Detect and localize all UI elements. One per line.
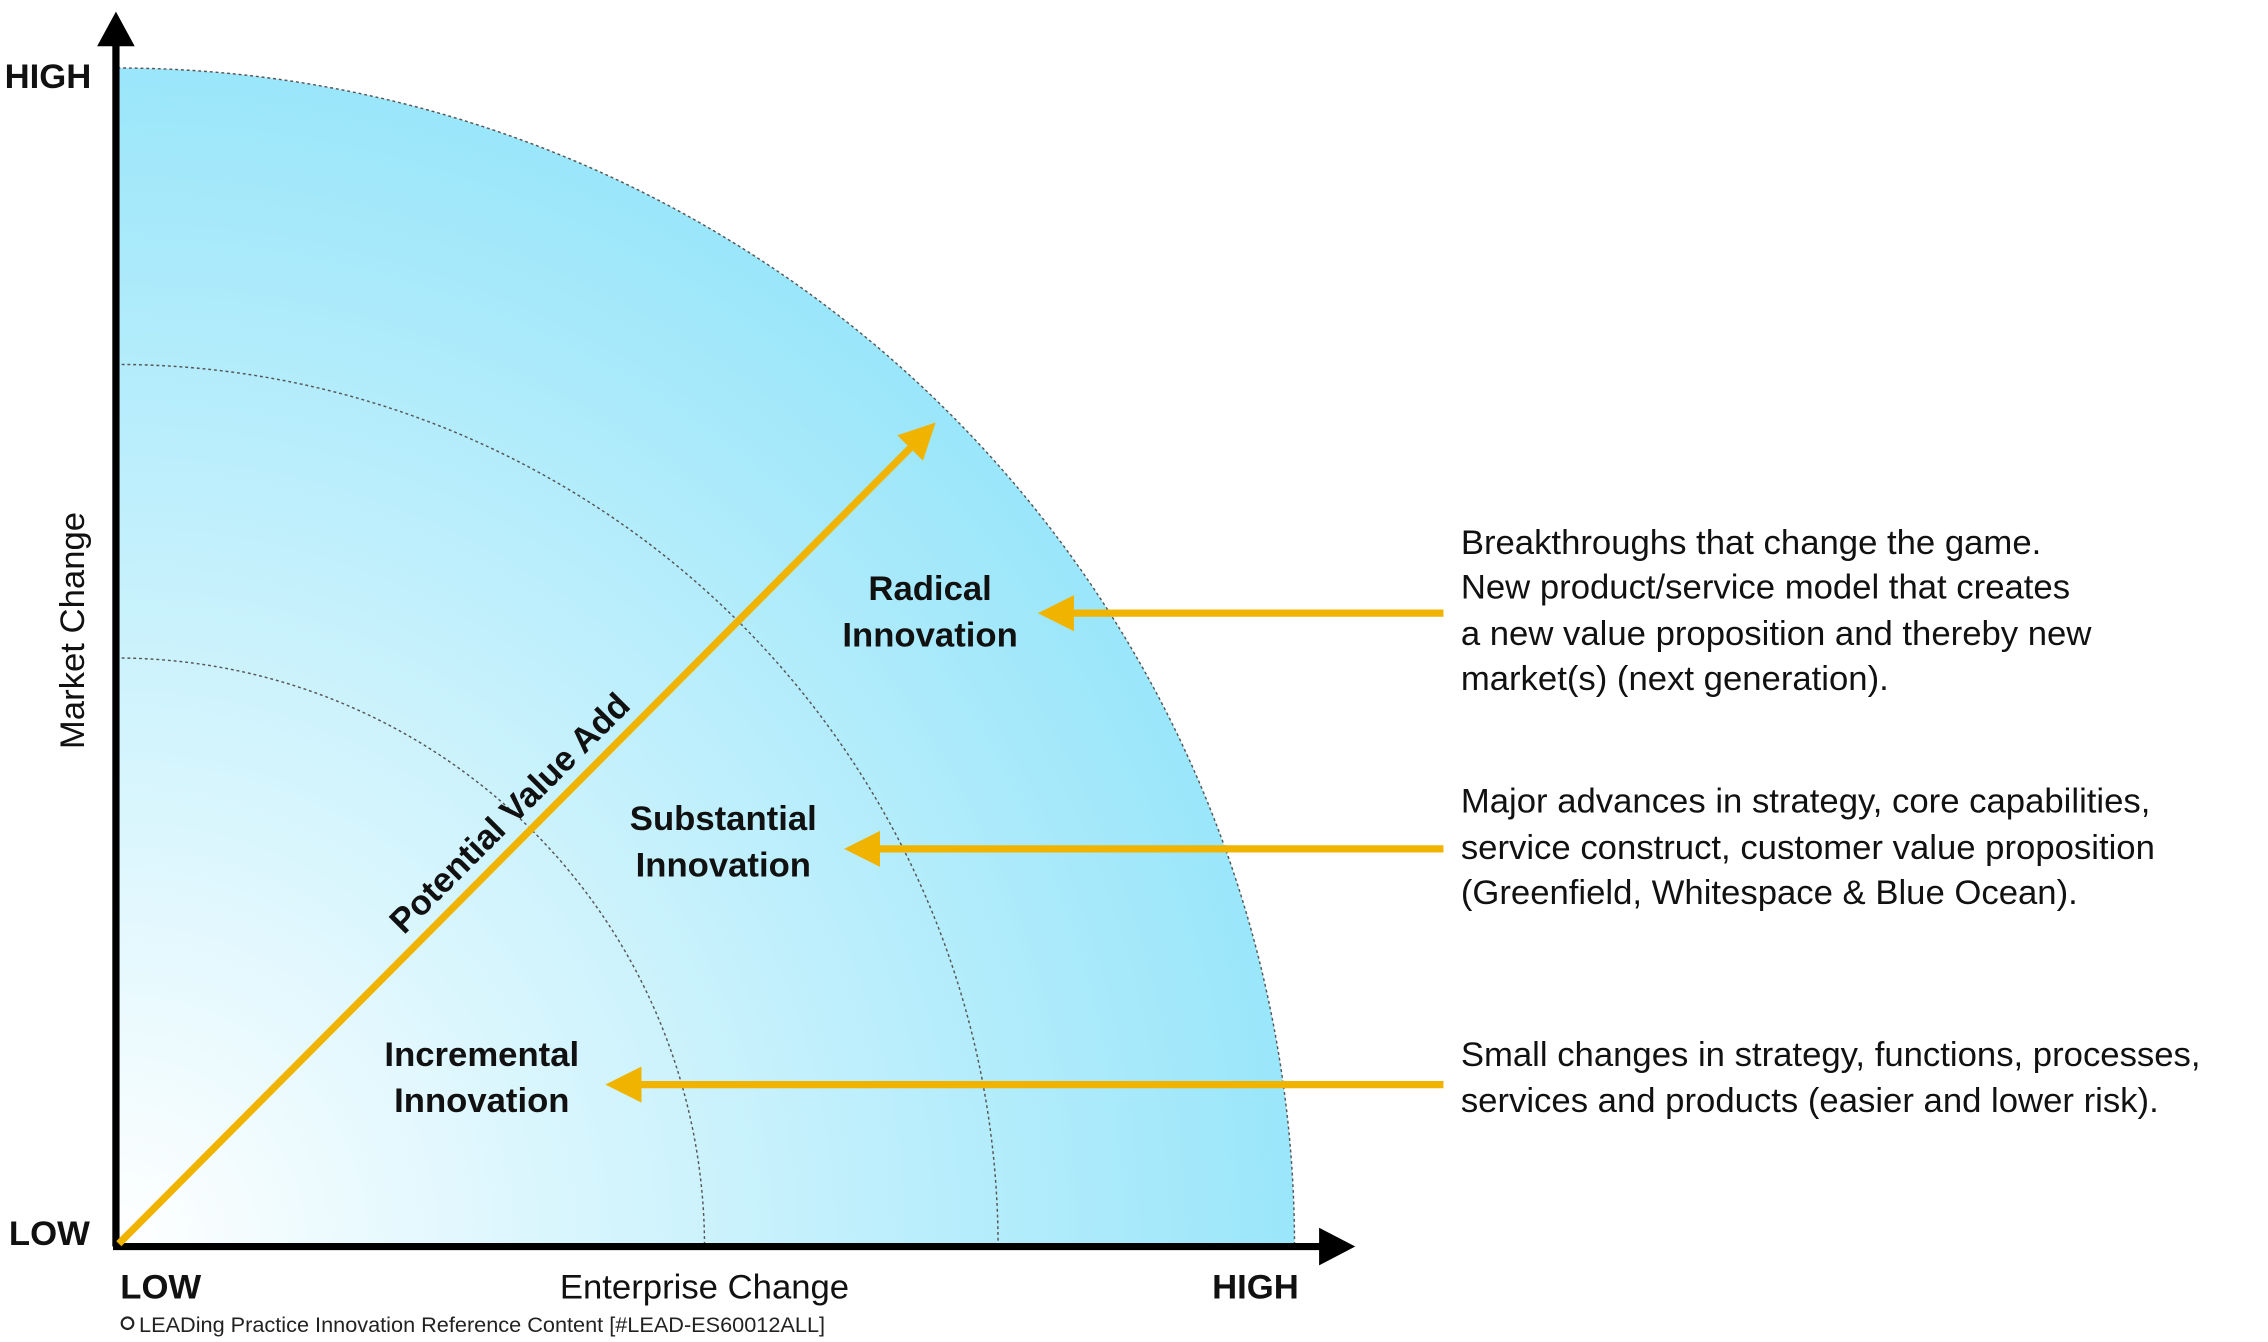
description: Small changes in strategy, functions, pr… (1461, 1036, 2201, 1074)
zone-label: Radical (868, 570, 991, 608)
y-axis-label: Market Change (54, 512, 92, 749)
description: Breakthroughs that change the game. (1461, 524, 2041, 562)
description: (Greenfield, Whitespace & Blue Ocean). (1461, 874, 2078, 912)
x-axis-arrow (1319, 1227, 1356, 1266)
y-axis-arrow (97, 11, 135, 47)
x-low: LOW (120, 1269, 201, 1307)
footer: LEADing Practice Innovation Reference Co… (139, 1312, 825, 1337)
zone-label: Incremental (384, 1036, 579, 1074)
description: market(s) (next generation). (1461, 660, 1889, 698)
y-low: LOW (9, 1215, 90, 1253)
zone-boundary (115, 657, 706, 1247)
y-high: HIGH (5, 58, 92, 96)
zone-label: Substantial (630, 800, 817, 838)
zone-boundary (115, 363, 999, 1247)
description: services and products (easier and lower … (1461, 1082, 2159, 1120)
logo (120, 1316, 135, 1331)
x-axis-label: Enterprise Change (560, 1269, 849, 1307)
description: a new value proposition and thereby new (1461, 615, 2093, 653)
description: New product/service model that creates (1461, 569, 2070, 607)
zone-label: Innovation (394, 1082, 569, 1120)
description: service construct, customer value propos… (1461, 829, 2155, 867)
zone-label: Innovation (636, 846, 811, 884)
zone-label: Innovation (842, 616, 1017, 654)
description: Major advances in strategy, core capabil… (1461, 783, 2151, 821)
value-arrow (116, 422, 936, 1247)
x-high: HIGH (1212, 1269, 1299, 1307)
